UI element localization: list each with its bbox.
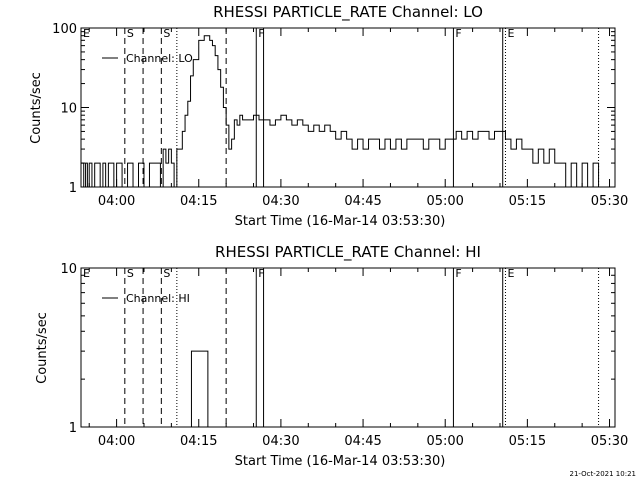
lo-y-tick-label: 10 xyxy=(60,102,77,117)
lo-x-axis-label: Start Time (16-Mar-14 03:53:30) xyxy=(235,214,446,229)
lo-y-tick-label: 1 xyxy=(69,181,77,196)
hi-x-tick-label: 04:45 xyxy=(344,434,381,449)
hi-x-tick-label: 05:00 xyxy=(426,434,463,449)
lo-legend-label: Channel: LO xyxy=(126,52,193,65)
hi-legend-label: Channel: HI xyxy=(126,292,190,305)
hi-event-marker-label: E xyxy=(507,267,514,280)
hi-event-marker-label: S xyxy=(127,267,134,280)
hi-event-marker-label: F xyxy=(455,267,461,280)
hi-x-tick-label: 05:15 xyxy=(509,434,546,449)
lo-x-tick-label: 05:30 xyxy=(591,194,628,209)
lo-event-marker-label: E xyxy=(83,27,90,40)
hi-series-line xyxy=(187,350,209,428)
lo-event-marker-label: F xyxy=(258,27,264,40)
lo-x-tick-label: 04:00 xyxy=(98,194,135,209)
hi-y-axis-label: Counts/sec xyxy=(35,312,50,384)
hi-y-tick-label: 10 xyxy=(60,262,77,277)
lo-y-axis-label: Counts/sec xyxy=(29,72,44,144)
lo-y-tick-label: 100 xyxy=(52,22,77,37)
hi-event-marker-label: F xyxy=(258,267,264,280)
hi-event-marker-label: S xyxy=(163,267,170,280)
lo-channel-panel: RHESSI PARTICLE_RATE Channel: LO Start T… xyxy=(29,3,628,229)
lo-event-marker-label: F xyxy=(455,27,461,40)
hi-event-marker-label: E xyxy=(83,267,90,280)
hi-channel-panel: RHESSI PARTICLE_RATE Channel: HI Start T… xyxy=(35,243,628,469)
lo-event-marker-label: S xyxy=(127,27,134,40)
hi-plot-frame xyxy=(80,267,616,428)
hi-x-tick-label: 04:15 xyxy=(180,434,217,449)
hi-x-tick-label: 04:00 xyxy=(98,434,135,449)
hi-x-axis-label: Start Time (16-Mar-14 03:53:30) xyxy=(235,454,446,469)
lo-chart-title: RHESSI PARTICLE_RATE Channel: LO xyxy=(213,3,483,22)
hi-chart-title: RHESSI PARTICLE_RATE Channel: HI xyxy=(215,243,481,262)
generation-timestamp: 21-Oct-2021 10:21 xyxy=(570,470,636,478)
lo-series-line xyxy=(81,35,600,188)
lo-x-tick-label: 04:15 xyxy=(180,194,217,209)
hi-x-tick-label: 04:30 xyxy=(262,434,299,449)
lo-event-marker-label: E xyxy=(507,27,514,40)
lo-x-tick-label: 04:45 xyxy=(344,194,381,209)
lo-x-tick-label: 04:30 xyxy=(262,194,299,209)
lo-x-tick-label: 05:15 xyxy=(509,194,546,209)
lo-event-marker-label: S xyxy=(163,27,170,40)
hi-x-tick-label: 05:30 xyxy=(591,434,628,449)
lo-x-tick-label: 05:00 xyxy=(426,194,463,209)
hi-y-tick-label: 1 xyxy=(69,421,77,436)
